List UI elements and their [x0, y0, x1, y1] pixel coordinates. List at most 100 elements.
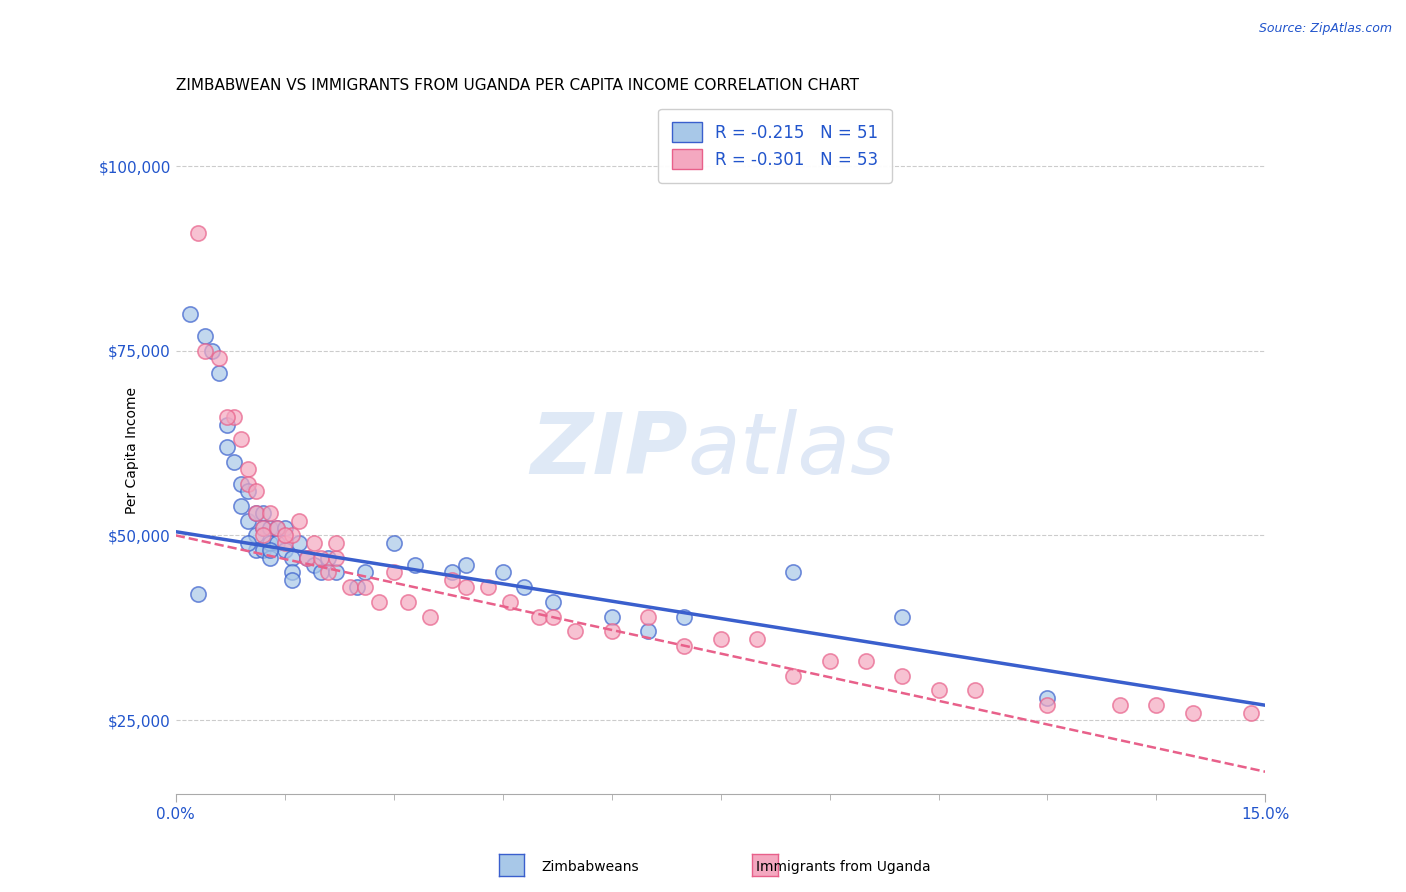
Point: [238, 476, 260, 491]
Point: [238, 484, 260, 499]
Point: [266, 521, 288, 535]
Point: [782, 669, 804, 683]
Point: [673, 609, 696, 624]
Point: [318, 550, 340, 565]
Point: [231, 476, 253, 491]
Point: [201, 343, 224, 358]
Text: ZIP: ZIP: [530, 409, 688, 492]
Point: [368, 595, 391, 609]
Point: [238, 535, 260, 549]
Point: [245, 543, 267, 558]
Point: [186, 587, 209, 601]
Point: [231, 433, 253, 447]
Point: [673, 639, 696, 653]
Point: [274, 543, 297, 558]
Point: [782, 566, 804, 580]
Point: [281, 550, 304, 565]
Point: [274, 521, 297, 535]
Point: [1109, 698, 1132, 713]
Point: [309, 550, 332, 565]
Point: [252, 521, 274, 535]
Point: [891, 669, 914, 683]
Point: [222, 410, 245, 425]
Point: [325, 535, 347, 549]
Point: [259, 543, 281, 558]
Point: [252, 506, 274, 520]
Point: [288, 514, 311, 528]
Point: [513, 580, 536, 594]
Point: [266, 521, 288, 535]
Point: [1240, 706, 1263, 720]
Point: [928, 683, 950, 698]
Point: [963, 683, 986, 698]
Point: [179, 307, 201, 321]
Point: [564, 624, 586, 639]
Point: [252, 543, 274, 558]
Point: [745, 632, 768, 646]
Point: [245, 506, 267, 520]
Point: [456, 558, 478, 572]
Point: [477, 580, 499, 594]
Point: [492, 566, 515, 580]
Point: [259, 521, 281, 535]
Point: [194, 329, 217, 343]
Point: [891, 609, 914, 624]
Text: Source: ZipAtlas.com: Source: ZipAtlas.com: [1258, 22, 1392, 36]
Point: [245, 506, 267, 520]
Point: [419, 609, 441, 624]
Point: [346, 580, 368, 594]
Point: [309, 566, 332, 580]
Point: [456, 580, 478, 594]
Point: [543, 609, 565, 624]
Point: [1146, 698, 1168, 713]
Legend: R = -0.215   N = 51, R = -0.301   N = 53: R = -0.215 N = 51, R = -0.301 N = 53: [658, 109, 891, 183]
Point: [266, 535, 288, 549]
Point: [1036, 698, 1059, 713]
Point: [252, 521, 274, 535]
Point: [637, 609, 659, 624]
Point: [259, 506, 281, 520]
Point: [353, 566, 375, 580]
Point: [252, 528, 274, 542]
Point: [238, 462, 260, 476]
Point: [245, 484, 267, 499]
Point: [855, 654, 877, 668]
Point: [208, 351, 231, 366]
Point: [405, 558, 427, 572]
Point: [440, 573, 463, 587]
Point: [295, 550, 318, 565]
Point: [543, 595, 565, 609]
Point: [302, 535, 325, 549]
Point: [274, 528, 297, 542]
Point: [238, 514, 260, 528]
Point: [222, 454, 245, 468]
Point: [186, 226, 209, 240]
Point: [281, 566, 304, 580]
Point: [1036, 690, 1059, 705]
Point: [353, 580, 375, 594]
Point: [318, 566, 340, 580]
Point: [208, 366, 231, 380]
Point: [194, 343, 217, 358]
Point: [339, 580, 361, 594]
Point: [295, 550, 318, 565]
Point: [710, 632, 733, 646]
Text: ZIMBABWEAN VS IMMIGRANTS FROM UGANDA PER CAPITA INCOME CORRELATION CHART: ZIMBABWEAN VS IMMIGRANTS FROM UGANDA PER…: [176, 78, 859, 94]
Text: Immigrants from Uganda: Immigrants from Uganda: [756, 860, 931, 874]
Point: [259, 535, 281, 549]
Point: [281, 573, 304, 587]
Point: [325, 550, 347, 565]
Point: [818, 654, 841, 668]
Point: [499, 595, 522, 609]
Point: [382, 535, 405, 549]
Point: [215, 417, 238, 432]
Point: [215, 440, 238, 454]
Point: [302, 558, 325, 572]
Point: [440, 566, 463, 580]
Point: [600, 624, 623, 639]
Point: [215, 410, 238, 425]
Point: [527, 609, 550, 624]
Point: [325, 566, 347, 580]
Text: Per Capita Income: Per Capita Income: [125, 387, 139, 514]
Point: [245, 528, 267, 542]
